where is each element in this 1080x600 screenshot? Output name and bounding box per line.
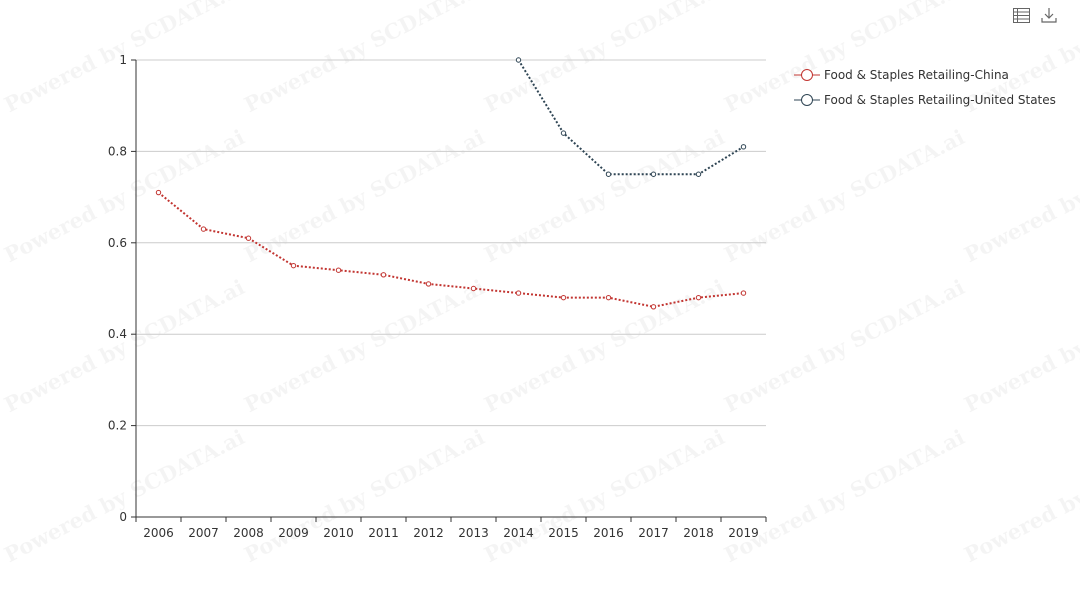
data-point	[335, 267, 342, 273]
x-tick-label: 2008	[233, 526, 264, 540]
legend-label: Food & Staples Retailing-China	[824, 67, 1009, 82]
x-tick-label: 2007	[188, 526, 219, 540]
data-point	[695, 294, 702, 301]
data-point	[695, 171, 702, 177]
data-point	[605, 294, 612, 301]
chart-legend: Food & Staples Retailing-China Food & Sta…	[794, 62, 1056, 112]
x-tick-label: 2011	[368, 526, 399, 540]
x-tick-label: 2016	[593, 526, 624, 540]
data-point	[515, 57, 522, 63]
series-line-2	[517, 59, 745, 176]
legend-item[interactable]: Food & Staples Retailing-United States	[794, 87, 1056, 112]
data-point	[290, 262, 297, 269]
data-point	[560, 130, 567, 136]
y-tick-label: 0.4	[108, 327, 127, 341]
data-point	[605, 171, 612, 177]
data-point	[650, 304, 657, 310]
data-point	[515, 290, 522, 296]
legend-item[interactable]: Food & Staples Retailing-China	[794, 62, 1056, 87]
x-tick-label: 2010	[323, 526, 354, 540]
data-point	[155, 189, 162, 196]
download-icon[interactable]	[1040, 6, 1058, 24]
table-icon[interactable]	[1012, 6, 1030, 24]
y-tick-label: 0	[119, 510, 127, 524]
x-tick-label: 2012	[413, 526, 444, 540]
y-tick-label: 0.2	[108, 419, 127, 433]
data-point	[245, 235, 252, 241]
y-tick-label: 0.6	[108, 236, 127, 250]
legend-symbol	[794, 68, 820, 81]
data-point	[380, 272, 387, 278]
y-tick-label: 1	[119, 53, 127, 67]
data-point	[200, 226, 207, 232]
x-tick-label: 2006	[143, 526, 174, 540]
data-point	[650, 171, 657, 177]
x-tick-label: 2013	[458, 526, 489, 540]
x-tick-label: 2014	[503, 526, 534, 540]
data-point	[425, 281, 432, 287]
y-tick-label: 0.8	[108, 144, 127, 158]
legend-symbol	[794, 93, 820, 106]
x-tick-label: 2019	[728, 526, 759, 540]
legend-label: Food & Staples Retailing-United States	[824, 92, 1056, 107]
x-tick-label: 2009	[278, 526, 309, 540]
data-point	[740, 290, 747, 296]
x-tick-label: 2017	[638, 526, 669, 540]
x-tick-label: 2018	[683, 526, 714, 540]
x-tick-label: 2015	[548, 526, 579, 540]
series-line-1	[157, 191, 744, 308]
data-point	[560, 294, 567, 301]
data-point	[470, 285, 477, 292]
chart-toolbar	[1012, 6, 1058, 24]
data-point	[740, 144, 747, 150]
